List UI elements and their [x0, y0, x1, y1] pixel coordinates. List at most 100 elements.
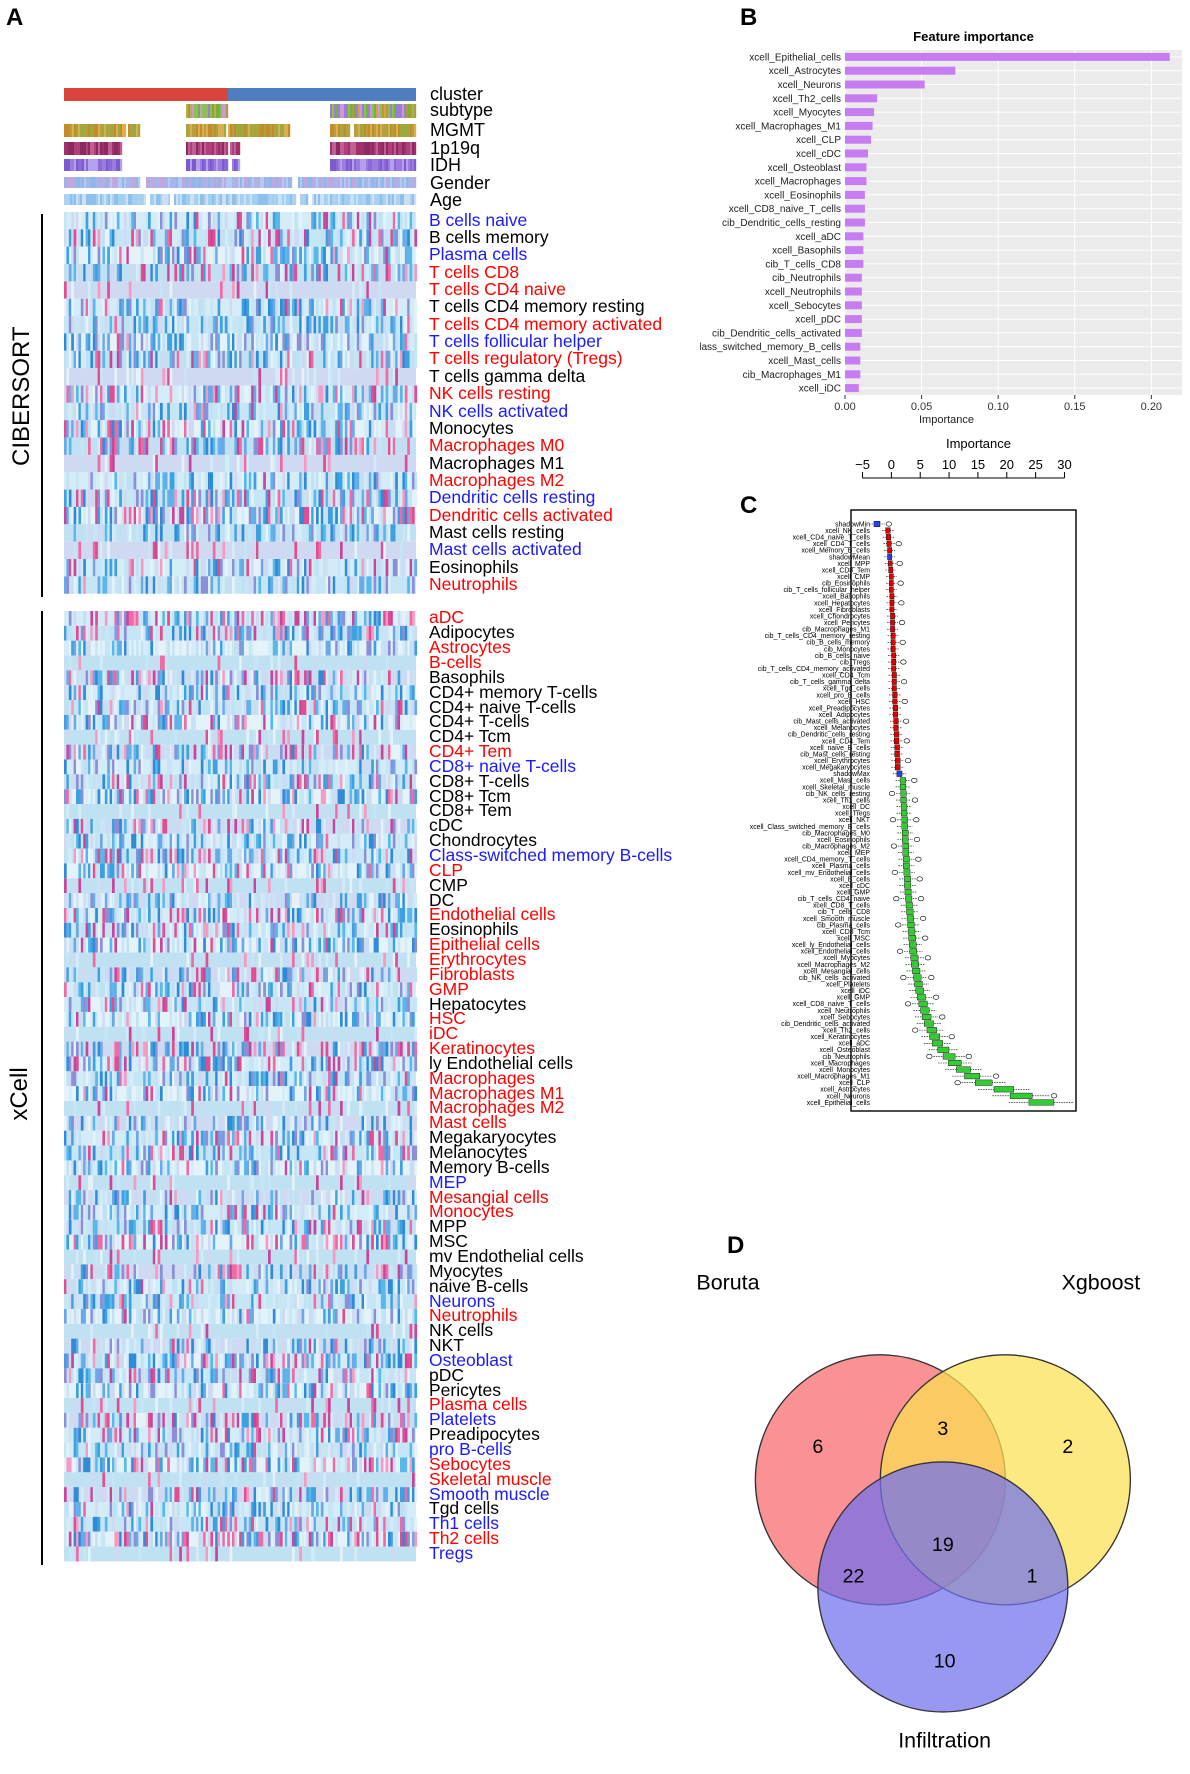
xcell-row-label: Platelets	[429, 1409, 497, 1430]
boruta-category-label: cib_Dendritic_cells_activated	[781, 1021, 870, 1028]
boruta-box	[900, 810, 908, 817]
boruta-category-label: cib_B_cells_naive	[815, 653, 870, 660]
boruta-box	[889, 606, 895, 613]
boruta-category-label: xcell_Mesangial_cells	[803, 968, 870, 975]
heat-row	[64, 1205, 418, 1220]
annotation-label: IDH	[430, 155, 461, 175]
boruta-category-label: xcell_MPP	[837, 561, 870, 568]
heat-row	[64, 246, 416, 265]
boruta-outlier	[902, 718, 910, 724]
boruta-outlier	[895, 541, 902, 547]
xcell-row-label: mv Endothelial cells	[429, 1245, 584, 1266]
venn-set-label-infiltration: Infiltration	[898, 1729, 991, 1753]
boruta-outlier	[898, 600, 905, 606]
bar-category-label: xcell_Th2_cells	[773, 94, 841, 105]
boruta-category-label: xcell_Sebocytes	[820, 1014, 870, 1021]
boruta-category-label: xcell_Megakaryocytes	[802, 765, 870, 772]
boruta-box	[908, 935, 916, 942]
boruta-box	[873, 521, 881, 528]
bar	[845, 315, 862, 324]
cibersort-row-label: T cells regulatory (Tregs)	[429, 348, 623, 369]
boruta-box	[892, 691, 898, 698]
boruta-outlier	[900, 659, 907, 665]
boruta-box	[886, 540, 892, 547]
boruta-outlier	[911, 777, 918, 783]
heat-row	[64, 655, 416, 671]
boruta-box	[909, 948, 918, 955]
annotation-label: cluster	[430, 84, 484, 104]
xcell-row-label: cDC	[429, 815, 464, 836]
cibersort-row-label: T cells CD4 memory activated	[429, 313, 663, 334]
xcell-row-label: Osteoblast	[429, 1349, 513, 1370]
boruta-category-label: xcell_Neurons	[826, 1093, 870, 1100]
boruta-category-label: xcell_CD4_memory_T_cells	[784, 857, 870, 864]
xcell-row-label: naive B-cells	[429, 1275, 529, 1296]
heat-row	[64, 212, 416, 230]
bar-category-label: xcell_Macrophages_M1	[735, 121, 841, 132]
boruta-outlier	[891, 869, 898, 875]
bar-category-label: xcell_CLP	[796, 135, 841, 146]
bar-category-label: xcell_Eosinophils	[764, 190, 841, 201]
heat-row	[64, 1234, 418, 1250]
heat-row	[64, 1071, 416, 1087]
xcell-row-label: Neurons	[429, 1290, 496, 1311]
boruta-box	[887, 553, 892, 560]
boruta-category-label: xcell_CD4_Tem	[822, 738, 871, 745]
xcell-row-label: Th2 cells	[429, 1528, 500, 1549]
annotation-label: MGMT	[430, 120, 485, 140]
boruta-category-label: xcell_CD8_naive_T_cells	[793, 1001, 871, 1008]
xcell-row-label: CD8+ naive T-cells	[429, 755, 577, 776]
boruta-box	[894, 751, 900, 758]
boruta-category-label: shadowMin	[835, 521, 870, 528]
boruta-category-label: xcell_Chondrocytes	[810, 613, 871, 620]
boruta-category-label: cib_T_cells_follicular_helper	[783, 587, 870, 594]
boruta-box	[889, 580, 894, 587]
boruta-box	[911, 961, 919, 968]
boruta-outlier	[895, 922, 902, 928]
boruta-box	[900, 797, 907, 804]
boruta-outlier	[897, 580, 904, 586]
heat-row	[64, 524, 416, 542]
boruta-box	[887, 560, 893, 567]
xcell-row-label: CD8+ T-cells	[429, 770, 530, 791]
boruta-category-label: cib_T_cells_CD4_naive	[798, 896, 871, 903]
annotation-label: subtype	[430, 100, 494, 120]
boruta-box	[891, 685, 897, 692]
boruta-category-label: xcell_Plasma_cells	[812, 863, 871, 870]
cibersort-row-label: T cells CD4 naive	[429, 279, 566, 300]
boruta-xlabel: Importance	[946, 436, 1011, 451]
boruta-box	[902, 829, 909, 836]
boruta-outlier	[904, 1001, 912, 1007]
boruta-box	[912, 967, 921, 974]
boruta-category-label: xcell_Monocytes	[819, 1067, 870, 1074]
heat-row	[64, 937, 418, 953]
boruta-box	[948, 1059, 962, 1066]
boruta-category-label: cib_Macrophages_M1	[802, 627, 870, 634]
cibersort-row-label: Macrophages M2	[429, 469, 565, 490]
heat-row	[64, 863, 418, 879]
heat-row	[64, 997, 418, 1012]
heat-row	[64, 1190, 418, 1205]
heat-row	[64, 1502, 416, 1517]
heat-row	[64, 316, 418, 334]
bar-category-label: xcell_Basophils	[772, 246, 841, 257]
boruta-category-label: xcell_CD8_Tem	[822, 567, 871, 574]
boruta-box	[893, 731, 900, 738]
heat-row	[64, 1368, 416, 1384]
heat-row	[64, 1145, 418, 1161]
cibersort-row-label: Plasma cells	[429, 244, 528, 265]
heat-row	[64, 1353, 418, 1369]
xcell-row-label: CD4+ naive T-cells	[429, 696, 577, 717]
xcell-row-label: Adipocytes	[429, 622, 515, 643]
boruta-box	[885, 527, 891, 534]
boruta-box	[932, 1040, 943, 1047]
bar-category-label: cib_T_cells_CD8	[765, 259, 841, 270]
boruta-box	[888, 567, 894, 574]
boruta-category-label: cib_Dendritic_cells_resting	[788, 732, 870, 739]
heat-row	[64, 789, 418, 805]
boruta-box	[890, 645, 896, 652]
boruta-category-label: xcell_Melanocytes	[814, 725, 871, 732]
boruta-box	[901, 823, 908, 830]
bar-category-label: xcell_Class_switched_memory_B_cells	[700, 342, 841, 353]
xcell-row-label: Chondrocytes	[429, 830, 537, 851]
